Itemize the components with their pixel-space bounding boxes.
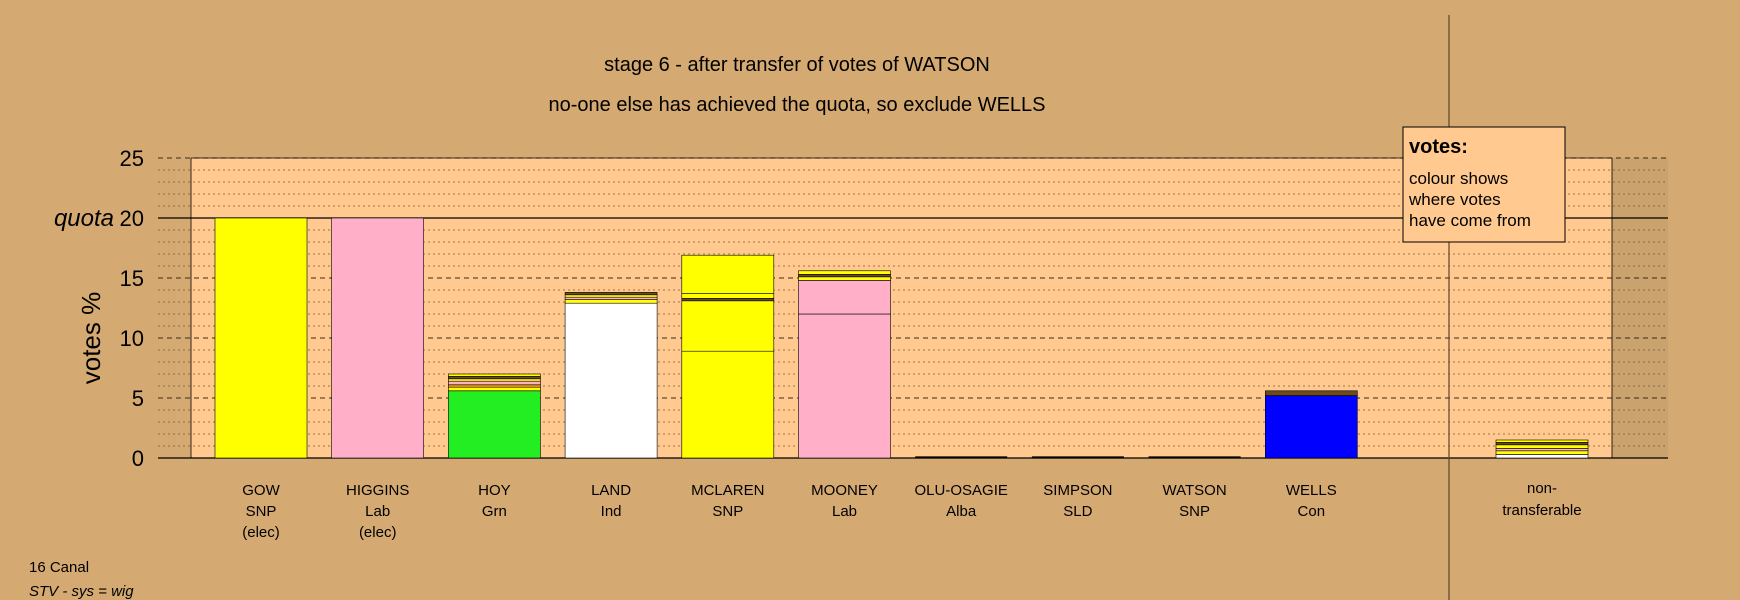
bar-land-segment <box>564 294 658 298</box>
bar-land-segment <box>564 299 658 304</box>
bar-mooney-segment <box>798 276 891 281</box>
candidate-label: Lab <box>365 503 390 520</box>
candidate-label: GOW <box>242 482 280 499</box>
bar-nontransferable-segment <box>1495 442 1589 446</box>
candidate-label: (elec) <box>359 524 397 541</box>
bar-mclaren-segment <box>681 293 775 299</box>
bar-higgins-segment <box>331 217 425 459</box>
candidate-label: (elec) <box>242 524 280 541</box>
bar-mclaren-segment <box>681 254 775 294</box>
bar-land-segment <box>564 296 658 300</box>
chart-title: stage 6 - after transfer of votes of WAT… <box>604 54 990 76</box>
candidate-label: MOONEY <box>811 482 878 499</box>
candidate-label: SNP <box>712 503 743 520</box>
candidate-label: LAND <box>591 482 631 499</box>
bar-mooney-segment <box>798 274 891 278</box>
bar-wells-segment <box>1265 390 1358 396</box>
bar-hoy-segment <box>448 386 541 392</box>
y-tick-label: 0 <box>132 446 144 471</box>
footer-system: STV - sys = wig <box>29 583 134 600</box>
candidate-label: SNP <box>1179 503 1210 520</box>
candidate-label: SNP <box>246 503 277 520</box>
bar-mclaren-segment <box>681 300 775 352</box>
bars <box>214 217 1589 459</box>
candidate-label: SIMPSON <box>1043 482 1112 499</box>
y-tick-label: 25 <box>120 146 144 171</box>
y-tick-label: 20 <box>120 206 144 231</box>
bar-nontransferable-segment <box>1495 444 1589 449</box>
candidate-label: HOY <box>478 482 511 499</box>
candidate-label: Con <box>1298 503 1326 520</box>
legend-line: where votes <box>1408 190 1501 209</box>
candidate-label: OLU-OSAGIE <box>915 482 1008 499</box>
bar-land-segment <box>564 292 658 296</box>
legend-box <box>1402 126 1566 243</box>
bar-mclaren-segment <box>681 298 775 302</box>
bar-gow-segment <box>214 217 308 459</box>
candidate-label: Alba <box>946 503 977 520</box>
candidate-label: Lab <box>832 503 857 520</box>
nontransferable-label: non- <box>1527 480 1557 497</box>
bar-nontransferable-segment <box>1495 450 1589 455</box>
y-tick-label: 5 <box>132 386 144 411</box>
bar-nontransferable-segment <box>1495 439 1589 443</box>
y-tick-label: 15 <box>120 266 144 291</box>
y-axis-label: votes % <box>76 292 106 385</box>
candidate-labels: GOW SNP (elec) HIGGINS Lab (elec) HOY Grn LAND In… <box>242 480 1581 541</box>
bar-hoy-segment <box>448 373 541 377</box>
legend: votes: colour shows where votes have com… <box>1402 126 1566 243</box>
bar-hoy-segment <box>448 376 541 380</box>
candidate-label: Ind <box>601 503 622 520</box>
candidate-label: Grn <box>482 503 507 520</box>
bar-mooney-segment <box>798 280 891 315</box>
candidate-label: HIGGINS <box>346 482 409 499</box>
bar-mooney-segment <box>798 270 891 275</box>
candidate-label: WELLS <box>1286 482 1337 499</box>
candidate-label: SLD <box>1063 503 1092 520</box>
chart-subtitle: no-one else has achieved the quota, so e… <box>549 94 1046 116</box>
bar-hoy-segment <box>448 384 541 388</box>
legend-line: colour shows <box>1409 169 1508 188</box>
bar-hoy-segment <box>448 390 541 459</box>
legend-title: votes: <box>1409 136 1468 158</box>
footer-constituency: 16 Canal <box>29 559 89 576</box>
bar-nontransferable-segment <box>1495 454 1589 459</box>
bar-mclaren-segment <box>681 350 775 459</box>
bar-wells-segment <box>1265 395 1358 459</box>
bar-hoy-segment <box>448 378 541 382</box>
y-tick-label: 10 <box>120 326 144 351</box>
bar-land-segment <box>564 302 658 459</box>
nontransferable-label: transferable <box>1502 502 1581 519</box>
bar-hoy-segment <box>448 380 541 386</box>
bar-nontransferable-segment <box>1495 448 1589 452</box>
candidate-label: WATSON <box>1163 482 1227 499</box>
bar-mooney-segment <box>798 313 891 459</box>
candidate-label: MCLAREN <box>691 482 764 499</box>
legend-line: have come from <box>1409 211 1531 230</box>
plot-margin-right <box>1612 158 1668 458</box>
quota-label: quota <box>54 205 114 232</box>
plot-margin-left <box>158 158 191 458</box>
